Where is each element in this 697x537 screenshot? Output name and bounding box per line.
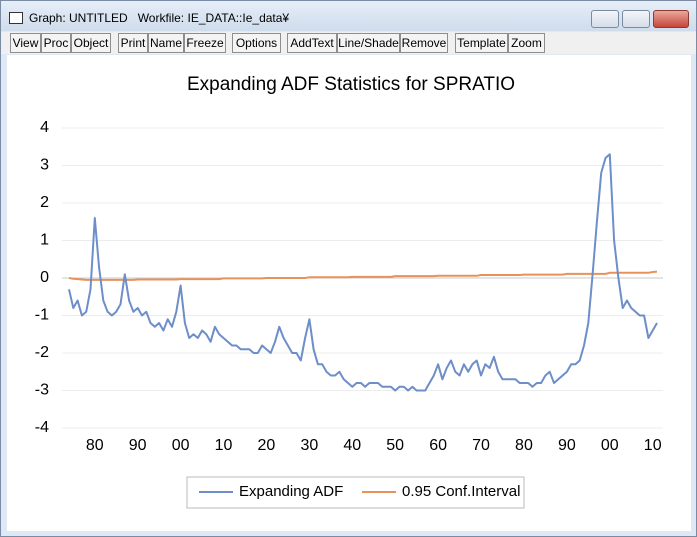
toolbar-button[interactable]: Line/Shade xyxy=(337,33,400,53)
chart-title: Expanding ADF Statistics for SPRATIO xyxy=(187,74,515,95)
y-tick-label: -2 xyxy=(35,344,49,361)
series-line xyxy=(68,270,658,281)
toolbar-button[interactable]: Freeze xyxy=(184,33,226,53)
window-title: Graph: UNTITLED Workfile: IE_DATA::Ie_da… xyxy=(29,11,290,25)
x-tick-label: 80 xyxy=(86,437,104,454)
close-button[interactable] xyxy=(653,10,689,28)
legend-label: 0.95 Conf.Interval xyxy=(402,483,520,500)
toolbar-button[interactable]: Name xyxy=(148,33,184,53)
toolbar-button[interactable]: Proc xyxy=(41,33,71,53)
y-tick-label: 4 xyxy=(40,119,49,136)
legend-box xyxy=(186,476,525,509)
y-tick-label: -1 xyxy=(35,307,49,324)
toolbar-button[interactable]: Remove xyxy=(400,33,448,53)
x-tick-label: 70 xyxy=(472,437,490,454)
y-tick-label: 3 xyxy=(40,157,49,174)
app-icon xyxy=(9,12,23,24)
maximize-button[interactable] xyxy=(622,10,650,28)
minimize-button[interactable] xyxy=(591,10,619,28)
chart: Expanding ADF Statistics for SPRATIO -4 -… xyxy=(35,74,663,509)
chart-area: Expanding ADF Statistics for SPRATIO -4 -… xyxy=(7,55,691,531)
x-tick-label: 10 xyxy=(215,437,233,454)
x-tick-label: 40 xyxy=(343,437,361,454)
toolbar-button[interactable]: Options xyxy=(232,33,281,53)
y-tick-label: 1 xyxy=(40,232,49,249)
y-tick-label: -4 xyxy=(35,419,49,436)
x-tick-label: 50 xyxy=(386,437,404,454)
x-tick-label: 10 xyxy=(644,437,662,454)
x-tick-label: 80 xyxy=(515,437,533,454)
y-tick-label: 0 xyxy=(40,269,49,286)
toolbar-button[interactable]: Zoom xyxy=(508,33,545,53)
legend-label: Expanding ADF xyxy=(239,483,343,500)
toolbar-button[interactable]: Object xyxy=(71,33,111,53)
y-tick-label: -3 xyxy=(35,382,49,399)
title-bar: Graph: UNTITLED Workfile: IE_DATA::Ie_da… xyxy=(1,1,696,31)
x-tick-label: 20 xyxy=(258,437,276,454)
toolbar-button[interactable]: AddText xyxy=(287,33,337,53)
x-tick-label: 90 xyxy=(558,437,576,454)
toolbar: View Proc Object Print Name Freeze Options AddT… xyxy=(1,32,696,54)
x-tick-label: 60 xyxy=(429,437,447,454)
x-tick-label: 00 xyxy=(601,437,619,454)
x-tick-label: 00 xyxy=(172,437,190,454)
x-tick-label: 90 xyxy=(129,437,147,454)
toolbar-button[interactable]: View xyxy=(10,33,41,53)
toolbar-button[interactable]: Print xyxy=(118,33,148,53)
y-tick-label: 2 xyxy=(40,194,49,211)
toolbar-button[interactable]: Template xyxy=(455,33,508,53)
series-line xyxy=(68,153,658,392)
x-tick-label: 30 xyxy=(300,437,318,454)
